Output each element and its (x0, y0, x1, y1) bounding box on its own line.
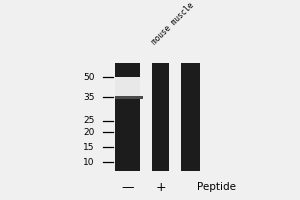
Text: —: — (121, 181, 134, 194)
Text: Peptide: Peptide (196, 182, 236, 192)
Bar (181, 63, 200, 171)
Text: 20: 20 (83, 128, 94, 137)
Bar (115, 77, 140, 99)
Bar (115, 96, 142, 99)
Bar (152, 63, 169, 171)
Bar (115, 63, 140, 96)
Text: 50: 50 (83, 73, 94, 82)
Text: 15: 15 (83, 143, 94, 152)
Text: 35: 35 (83, 93, 94, 102)
Text: 25: 25 (83, 116, 94, 125)
Bar (115, 99, 140, 171)
Text: mouse muscle: mouse muscle (150, 1, 196, 46)
Bar (115, 63, 140, 77)
Text: +: + (155, 181, 166, 194)
Text: 10: 10 (83, 158, 94, 167)
